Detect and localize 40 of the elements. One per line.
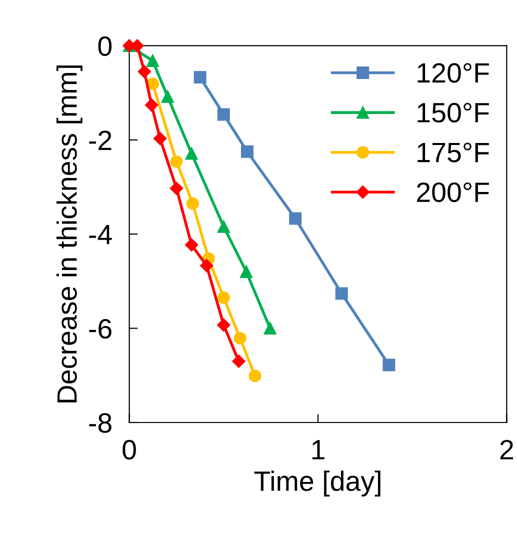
point: [217, 108, 230, 121]
point: [170, 155, 183, 168]
point: [217, 318, 230, 332]
legend-label: 150°F: [418, 102, 489, 123]
legend-label: 200°F: [417, 182, 489, 202]
y-axis-title: Decrease in thickness [mm]: [56, 65, 82, 402]
point: [240, 145, 254, 158]
point: [232, 354, 246, 368]
point: [138, 65, 151, 78]
x-axis-title: Time [day]: [254, 470, 380, 497]
point: [146, 54, 159, 68]
point: [264, 322, 276, 335]
point: [144, 98, 158, 112]
legend-label: 120°F: [418, 63, 489, 83]
y-tick-label: -2: [89, 130, 112, 150]
y-tick-label: -4: [89, 225, 112, 244]
x-tick-label: 2: [500, 440, 514, 460]
point: [153, 132, 167, 146]
point: [184, 238, 198, 252]
point: [217, 220, 230, 233]
point: [335, 287, 348, 300]
point: [289, 212, 302, 225]
point: [194, 71, 206, 84]
point: [217, 291, 230, 304]
point: [240, 266, 253, 278]
y-tick-label: -8: [89, 413, 112, 433]
point: [382, 358, 396, 372]
point: [161, 90, 174, 103]
point: [170, 182, 184, 195]
point: [234, 332, 246, 344]
y-tick-label: -6: [89, 318, 112, 339]
x-tick-label: 0: [122, 440, 136, 460]
point: [146, 78, 159, 90]
point: [185, 147, 198, 160]
legend-label: 175°F: [418, 142, 489, 162]
point: [248, 370, 262, 382]
x-tick-label: 1: [312, 440, 324, 460]
y-tick-label: 0: [98, 36, 112, 56]
point: [200, 259, 214, 272]
point: [186, 197, 199, 210]
